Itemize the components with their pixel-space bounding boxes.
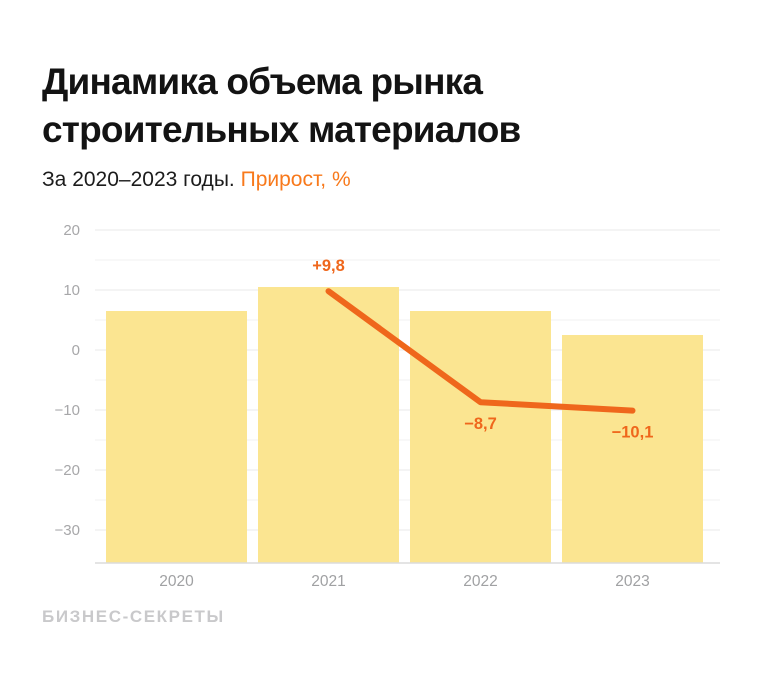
title-line-2: строительных материалов: [42, 109, 521, 150]
y-tick-label: −20: [55, 462, 80, 479]
x-category-label: 2023: [615, 573, 649, 590]
line-point-label: −8,7: [464, 415, 497, 433]
subtitle: За 2020–2023 годы. Прирост, %: [42, 166, 351, 194]
title-line-1: Динамика объема рынка: [42, 61, 483, 102]
y-tick-label: 20: [63, 222, 80, 239]
growth-line: [325, 288, 636, 414]
y-tick-label: 0: [72, 342, 80, 359]
subtitle-highlight: Прирост, %: [240, 168, 351, 191]
y-tick-label: −30: [55, 522, 80, 539]
y-tick-label: −10: [55, 402, 80, 419]
subtitle-period: За 2020–2023 годы.: [42, 168, 235, 191]
line-point-label: +9,8: [312, 257, 345, 275]
bar-2020: [106, 311, 247, 563]
brand-watermark: БИЗНЕС-СЕКРЕТЫ: [42, 607, 225, 626]
line-point-label: −10,1: [612, 424, 654, 442]
x-category-label: 2022: [463, 573, 497, 590]
bar-2023: [562, 335, 703, 563]
bar-2021: [258, 287, 399, 563]
y-tick-label: 10: [63, 282, 80, 299]
bar-2022: [410, 311, 551, 563]
x-category-label: 2020: [159, 573, 194, 590]
x-category-label: 2021: [311, 573, 345, 590]
page-title: Динамика объема рынка строительных матер…: [42, 58, 521, 154]
